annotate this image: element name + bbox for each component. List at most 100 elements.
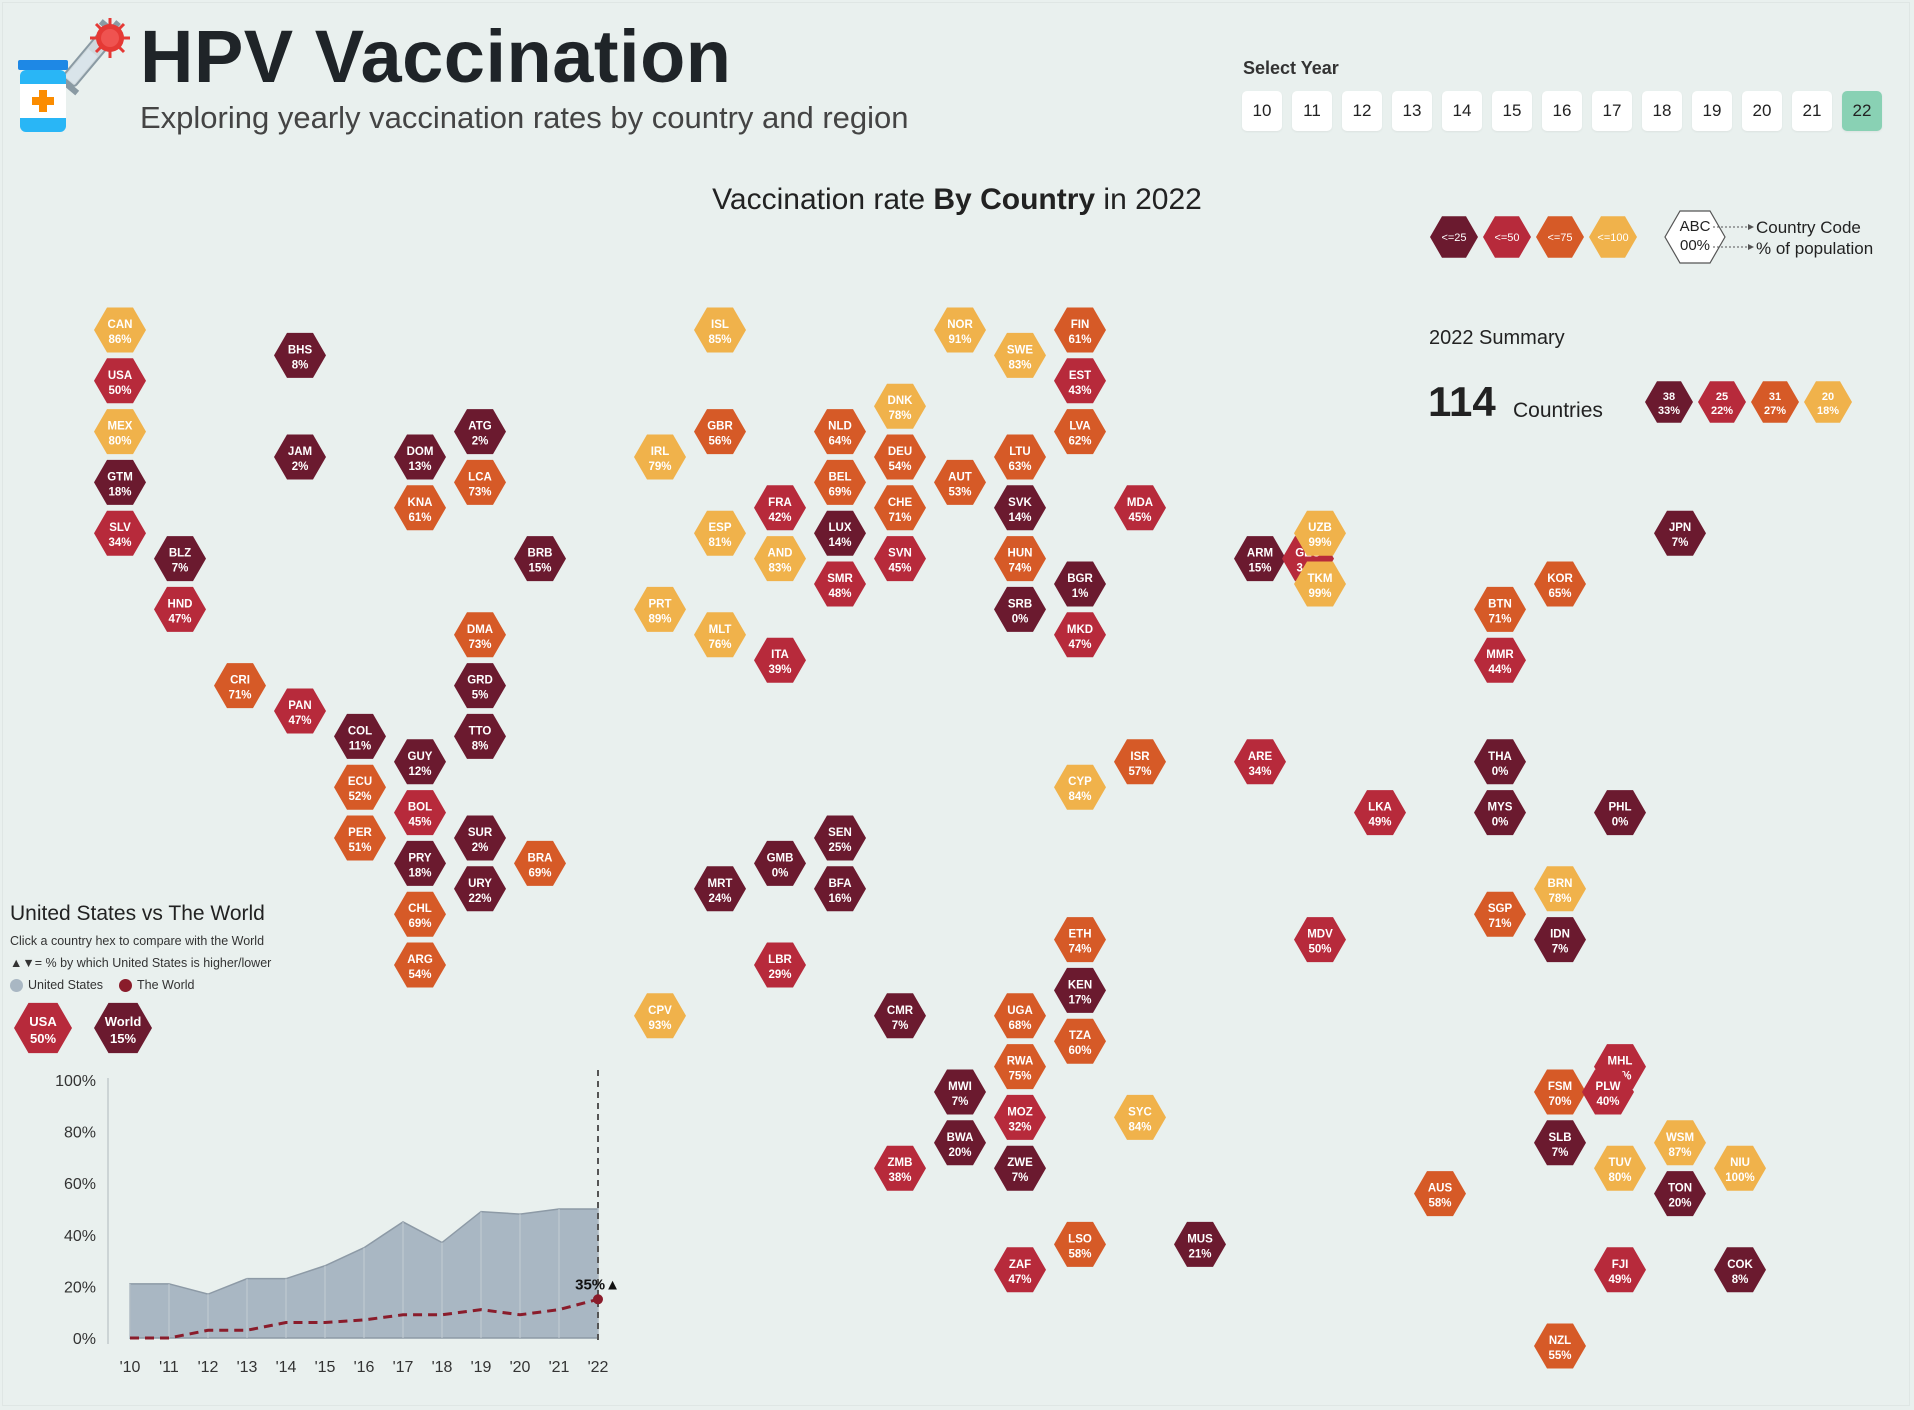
country-hex-lka[interactable]: LKA 49% — [1354, 790, 1406, 836]
country-hex-aut[interactable]: AUT 53% — [934, 459, 986, 505]
country-hex-ury[interactable]: URY 22% — [454, 866, 506, 912]
country-hex-arm[interactable]: ARM 15% — [1234, 536, 1286, 582]
world-compare-hex[interactable]: World 15% — [94, 1002, 152, 1054]
country-hex-bgr[interactable]: BGR 1% — [1054, 561, 1106, 607]
country-hex-moz[interactable]: MOZ 32% — [994, 1094, 1046, 1140]
country-hex-che[interactable]: CHE 71% — [874, 485, 926, 531]
country-hex-syc[interactable]: SYC 84% — [1114, 1094, 1166, 1140]
country-hex-prt[interactable]: PRT 89% — [634, 586, 686, 632]
country-hex-mdv[interactable]: MDV 50% — [1294, 917, 1346, 963]
country-hex-mys[interactable]: MYS 0% — [1474, 790, 1526, 836]
country-hex-cpv[interactable]: CPV 93% — [634, 993, 686, 1039]
country-hex-wsm[interactable]: WSM 87% — [1654, 1120, 1706, 1166]
country-hex-mkd[interactable]: MKD 47% — [1054, 612, 1106, 658]
country-hex-aus[interactable]: AUS 58% — [1414, 1171, 1466, 1217]
country-hex-mus[interactable]: MUS 21% — [1174, 1221, 1226, 1267]
country-hex-sgp[interactable]: SGP 71% — [1474, 891, 1526, 937]
country-hex-nld[interactable]: NLD 64% — [814, 409, 866, 455]
country-hex-phl[interactable]: PHL 0% — [1594, 790, 1646, 836]
country-hex-atg[interactable]: ATG 2% — [454, 409, 506, 455]
country-hex-irl[interactable]: IRL 79% — [634, 434, 686, 480]
country-hex-bhs[interactable]: BHS 8% — [274, 332, 326, 378]
country-hex-ecu[interactable]: ECU 52% — [334, 764, 386, 810]
year-button-22[interactable]: 22 — [1842, 91, 1882, 131]
country-hex-ltu[interactable]: LTU 63% — [994, 434, 1046, 480]
country-hex-uzb[interactable]: UZB 99% — [1294, 510, 1346, 556]
country-hex-lux[interactable]: LUX 14% — [814, 510, 866, 556]
country-hex-ton[interactable]: TON 20% — [1654, 1171, 1706, 1217]
country-hex-isr[interactable]: ISR 57% — [1114, 739, 1166, 785]
us-compare-hex[interactable]: USA 50% — [14, 1002, 72, 1054]
country-hex-deu[interactable]: DEU 54% — [874, 434, 926, 480]
country-hex-tuv[interactable]: TUV 80% — [1594, 1145, 1646, 1191]
country-hex-tza[interactable]: TZA 60% — [1054, 1018, 1106, 1064]
country-hex-esp[interactable]: ESP 81% — [694, 510, 746, 556]
country-hex-btn[interactable]: BTN 71% — [1474, 586, 1526, 632]
country-hex-pan[interactable]: PAN 47% — [274, 688, 326, 734]
year-button-13[interactable]: 13 — [1392, 91, 1432, 131]
country-hex-pry[interactable]: PRY 18% — [394, 840, 446, 886]
country-hex-and[interactable]: AND 83% — [754, 536, 806, 582]
country-hex-bwa[interactable]: BWA 20% — [934, 1120, 986, 1166]
country-hex-cri[interactable]: CRI 71% — [214, 663, 266, 709]
country-hex-cyp[interactable]: CYP 84% — [1054, 764, 1106, 810]
country-hex-kor[interactable]: KOR 65% — [1534, 561, 1586, 607]
country-hex-mwi[interactable]: MWI 7% — [934, 1069, 986, 1115]
country-hex-dom[interactable]: DOM 13% — [394, 434, 446, 480]
country-hex-zaf[interactable]: ZAF 47% — [994, 1247, 1046, 1293]
country-hex-idn[interactable]: IDN 7% — [1534, 917, 1586, 963]
year-button-17[interactable]: 17 — [1592, 91, 1632, 131]
country-hex-bfa[interactable]: BFA 16% — [814, 866, 866, 912]
country-hex-brn[interactable]: BRN 78% — [1534, 866, 1586, 912]
country-hex-arg[interactable]: ARG 54% — [394, 942, 446, 988]
country-hex-per[interactable]: PER 51% — [334, 815, 386, 861]
country-hex-dma[interactable]: DMA 73% — [454, 612, 506, 658]
country-hex-sur[interactable]: SUR 2% — [454, 815, 506, 861]
country-hex-gbr[interactable]: GBR 56% — [694, 409, 746, 455]
country-hex-tkm[interactable]: TKM 99% — [1294, 561, 1346, 607]
country-hex-guy[interactable]: GUY 12% — [394, 739, 446, 785]
country-hex-nor[interactable]: NOR 91% — [934, 307, 986, 353]
country-hex-usa[interactable]: USA 50% — [94, 358, 146, 404]
country-hex-blz[interactable]: BLZ 7% — [154, 536, 206, 582]
country-hex-fsm[interactable]: FSM 70% — [1534, 1069, 1586, 1115]
country-hex-col[interactable]: COL 11% — [334, 713, 386, 759]
country-hex-nzl[interactable]: NZL 55% — [1534, 1323, 1586, 1369]
country-hex-uga[interactable]: UGA 68% — [994, 993, 1046, 1039]
country-hex-hun[interactable]: HUN 74% — [994, 536, 1046, 582]
country-hex-lbr[interactable]: LBR 29% — [754, 942, 806, 988]
country-hex-fin[interactable]: FIN 61% — [1054, 307, 1106, 353]
year-button-16[interactable]: 16 — [1542, 91, 1582, 131]
country-hex-niu[interactable]: NIU 100% — [1714, 1145, 1766, 1191]
country-hex-ken[interactable]: KEN 17% — [1054, 967, 1106, 1013]
country-hex-mex[interactable]: MEX 80% — [94, 409, 146, 455]
year-button-15[interactable]: 15 — [1492, 91, 1532, 131]
country-hex-slv[interactable]: SLV 34% — [94, 510, 146, 556]
country-hex-lso[interactable]: LSO 58% — [1054, 1221, 1106, 1267]
country-hex-smr[interactable]: SMR 48% — [814, 561, 866, 607]
country-hex-zwe[interactable]: ZWE 7% — [994, 1145, 1046, 1191]
country-hex-cok[interactable]: COK 8% — [1714, 1247, 1766, 1293]
country-hex-chl[interactable]: CHL 69% — [394, 891, 446, 937]
country-hex-are[interactable]: ARE 34% — [1234, 739, 1286, 785]
country-hex-slb[interactable]: SLB 7% — [1534, 1120, 1586, 1166]
country-hex-est[interactable]: EST 43% — [1054, 358, 1106, 404]
year-button-11[interactable]: 11 — [1292, 91, 1332, 131]
country-hex-swe[interactable]: SWE 83% — [994, 332, 1046, 378]
country-hex-lva[interactable]: LVA 62% — [1054, 409, 1106, 455]
country-hex-zmb[interactable]: ZMB 38% — [874, 1145, 926, 1191]
country-hex-mlt[interactable]: MLT 76% — [694, 612, 746, 658]
country-hex-rwa[interactable]: RWA 75% — [994, 1044, 1046, 1090]
country-hex-hnd[interactable]: HND 47% — [154, 586, 206, 632]
country-hex-eth[interactable]: ETH 74% — [1054, 917, 1106, 963]
country-hex-gmb[interactable]: GMB 0% — [754, 840, 806, 886]
country-hex-svn[interactable]: SVN 45% — [874, 536, 926, 582]
country-hex-plw[interactable]: PLW 40% — [1582, 1069, 1634, 1115]
country-hex-bol[interactable]: BOL 45% — [394, 790, 446, 836]
country-hex-jpn[interactable]: JPN 7% — [1654, 510, 1706, 556]
country-hex-brb[interactable]: BRB 15% — [514, 536, 566, 582]
country-hex-srb[interactable]: SRB 0% — [994, 586, 1046, 632]
country-hex-fji[interactable]: FJI 49% — [1594, 1247, 1646, 1293]
country-hex-sen[interactable]: SEN 25% — [814, 815, 866, 861]
country-hex-jam[interactable]: JAM 2% — [274, 434, 326, 480]
